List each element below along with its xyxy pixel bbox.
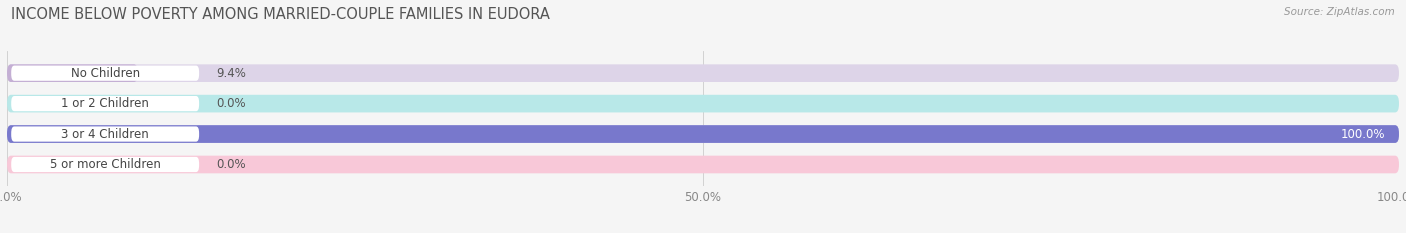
FancyBboxPatch shape [11,65,200,81]
Text: 0.0%: 0.0% [217,158,246,171]
FancyBboxPatch shape [7,125,1399,143]
Text: 1 or 2 Children: 1 or 2 Children [62,97,149,110]
Text: 5 or more Children: 5 or more Children [49,158,160,171]
FancyBboxPatch shape [7,64,1399,82]
Text: No Children: No Children [70,67,139,80]
FancyBboxPatch shape [7,125,1399,143]
FancyBboxPatch shape [7,95,1399,113]
FancyBboxPatch shape [7,156,1399,173]
Text: INCOME BELOW POVERTY AMONG MARRIED-COUPLE FAMILIES IN EUDORA: INCOME BELOW POVERTY AMONG MARRIED-COUPL… [11,7,550,22]
Text: 100.0%: 100.0% [1340,127,1385,140]
Text: 0.0%: 0.0% [217,97,246,110]
FancyBboxPatch shape [11,96,200,111]
FancyBboxPatch shape [11,127,200,142]
FancyBboxPatch shape [7,64,138,82]
Text: 3 or 4 Children: 3 or 4 Children [62,127,149,140]
Text: 9.4%: 9.4% [217,67,246,80]
FancyBboxPatch shape [11,157,200,172]
Text: Source: ZipAtlas.com: Source: ZipAtlas.com [1284,7,1395,17]
